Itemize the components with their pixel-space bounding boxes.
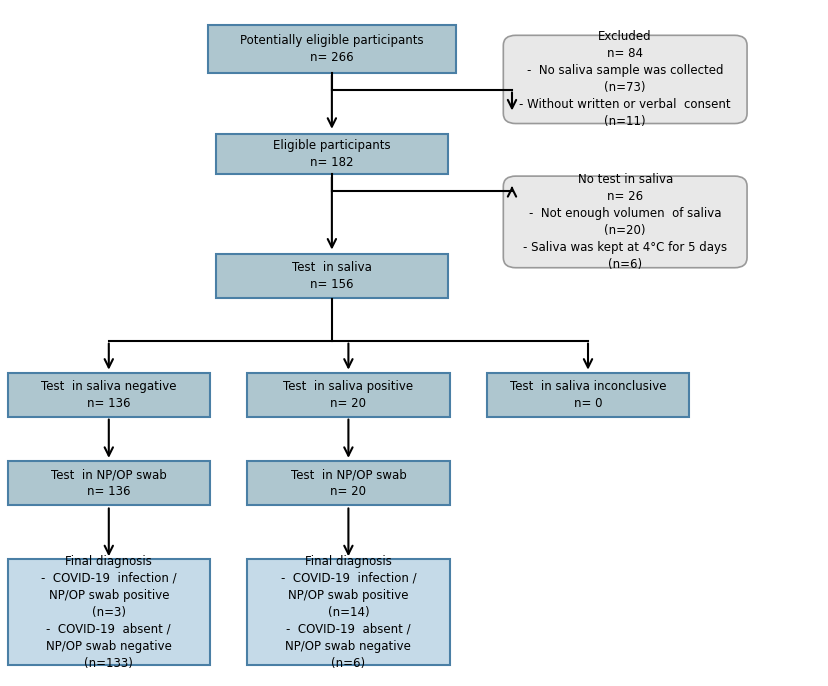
FancyBboxPatch shape (503, 176, 746, 268)
Text: Test  in NP/OP swab
n= 136: Test in NP/OP swab n= 136 (51, 468, 166, 498)
FancyBboxPatch shape (247, 560, 449, 665)
Text: Excluded
n= 84
-  No saliva sample was collected
(n=73)
- Without written or ver: Excluded n= 84 - No saliva sample was co… (519, 30, 730, 128)
Text: Potentially eligible participants
n= 266: Potentially eligible participants n= 266 (240, 34, 423, 64)
FancyBboxPatch shape (216, 134, 447, 174)
Text: Test  in saliva negative
n= 136: Test in saliva negative n= 136 (41, 380, 176, 410)
FancyBboxPatch shape (216, 254, 447, 298)
Text: No test in saliva
n= 26
-  Not enough volumen  of saliva
(n=20)
- Saliva was kep: No test in saliva n= 26 - Not enough vol… (522, 173, 726, 271)
FancyBboxPatch shape (7, 461, 209, 505)
FancyBboxPatch shape (7, 560, 209, 665)
FancyBboxPatch shape (247, 373, 449, 417)
Text: Test  in saliva inconclusive
n= 0: Test in saliva inconclusive n= 0 (509, 380, 666, 410)
FancyBboxPatch shape (503, 35, 746, 123)
Text: Final diagnosis
-  COVID-19  infection /
NP/OP swab positive
(n=3)
-  COVID-19  : Final diagnosis - COVID-19 infection / N… (41, 554, 176, 670)
FancyBboxPatch shape (7, 373, 209, 417)
FancyBboxPatch shape (208, 25, 455, 73)
Text: Test  in NP/OP swab
n= 20: Test in NP/OP swab n= 20 (290, 468, 406, 498)
Text: Final diagnosis
-  COVID-19  infection /
NP/OP swab positive
(n=14)
-  COVID-19 : Final diagnosis - COVID-19 infection / N… (280, 554, 416, 670)
FancyBboxPatch shape (486, 373, 688, 417)
Text: Test  in saliva positive
n= 20: Test in saliva positive n= 20 (283, 380, 413, 410)
Text: Test  in saliva
n= 156: Test in saliva n= 156 (291, 261, 372, 291)
FancyBboxPatch shape (247, 461, 449, 505)
Text: Eligible participants
n= 182: Eligible participants n= 182 (272, 139, 390, 169)
